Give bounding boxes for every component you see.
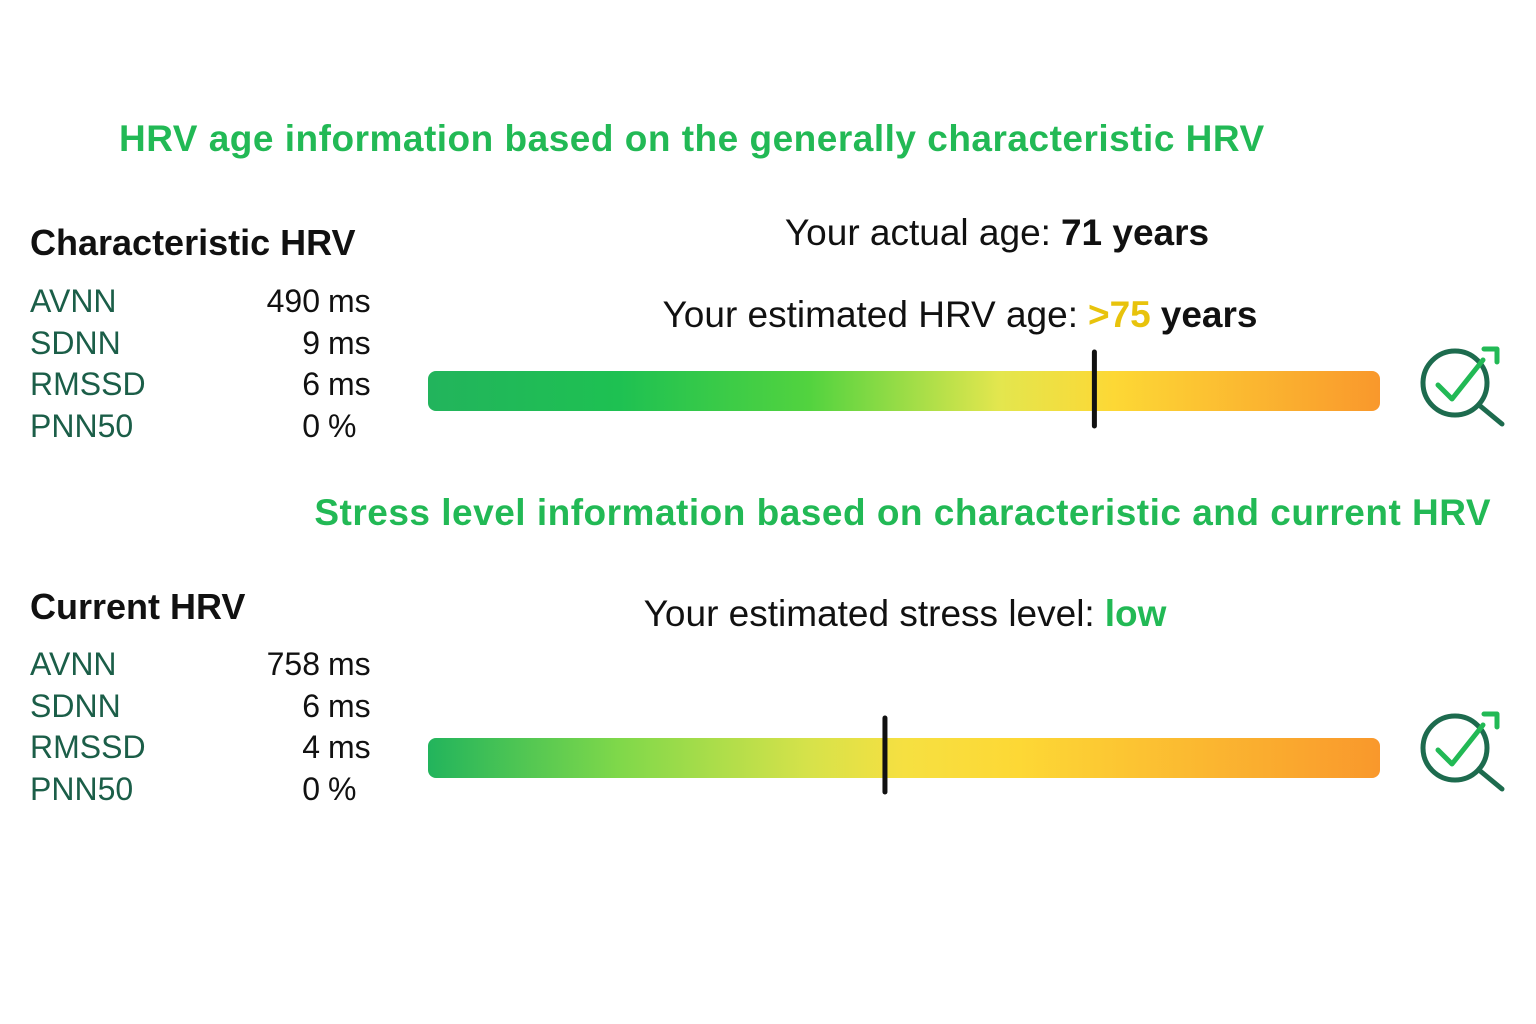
metric-row: RMSSD 6 ms <box>30 366 375 406</box>
metric-unit: % <box>328 408 357 445</box>
actual-age: Your actual age: 71 years <box>785 212 1209 254</box>
metric-name: PNN50 <box>30 771 134 808</box>
hrv-age: Your estimated HRV age: >75 years <box>663 294 1258 336</box>
section-heading: Characteristic HRV <box>30 222 356 263</box>
metric-value: 0 <box>302 771 320 808</box>
metric-value: 490 <box>266 283 320 319</box>
metric-unit: ms <box>328 729 371 766</box>
value: low <box>1104 593 1167 634</box>
stress-level: Your estimated stress level: low <box>644 593 1167 635</box>
unit: years <box>1160 294 1258 335</box>
metric-value: 4 <box>302 729 320 766</box>
section-title: Stress level information based on charac… <box>314 492 1491 533</box>
metric-name: AVNN <box>30 646 117 682</box>
metric-name: RMSSD <box>30 729 146 766</box>
value: >75 <box>1088 294 1151 335</box>
metric-row: PNN50 0% <box>30 771 375 811</box>
metric-value: 9 <box>302 324 320 361</box>
label: Your estimated stress level: <box>643 593 1095 634</box>
metric-value: 758 <box>266 646 320 682</box>
metric-unit: ms <box>328 324 371 361</box>
metric-unit: ms <box>328 283 371 319</box>
metric-value: 6 <box>302 366 320 403</box>
metric-row: RMSSD 4 ms <box>30 729 375 769</box>
section-title: HRV age information based on the general… <box>119 118 1265 159</box>
metric-row: SDNN 6 ms <box>30 688 375 728</box>
metric-unit: ms <box>328 687 371 724</box>
metric-unit: % <box>328 771 357 808</box>
metric-name: SDNN <box>30 687 121 724</box>
metric-unit: ms <box>328 646 371 682</box>
metric-row: AVNN 490 ms <box>30 283 375 323</box>
gauge-bar <box>428 738 1380 778</box>
metric-value: 6 <box>302 687 320 724</box>
label: Your actual age: <box>784 212 1051 253</box>
icon <box>1420 711 1505 792</box>
metric-value: 0 <box>302 408 320 445</box>
icon <box>1420 346 1505 427</box>
metric-row: SDNN 9 ms <box>30 325 375 365</box>
gauge-bar <box>428 371 1380 411</box>
section-heading: Current HRV <box>30 586 246 627</box>
metric-row: PNN50 0% <box>30 408 375 448</box>
metric-row: AVNN 758 ms <box>30 646 375 686</box>
label: Your estimated HRV age: <box>662 294 1078 335</box>
metric-name: PNN50 <box>30 408 134 445</box>
metric-name: RMSSD <box>30 366 146 403</box>
metric-unit: ms <box>328 366 371 403</box>
metric-name: SDNN <box>30 324 121 361</box>
value: 71 years <box>1060 212 1210 253</box>
metric-name: AVNN <box>30 283 117 319</box>
